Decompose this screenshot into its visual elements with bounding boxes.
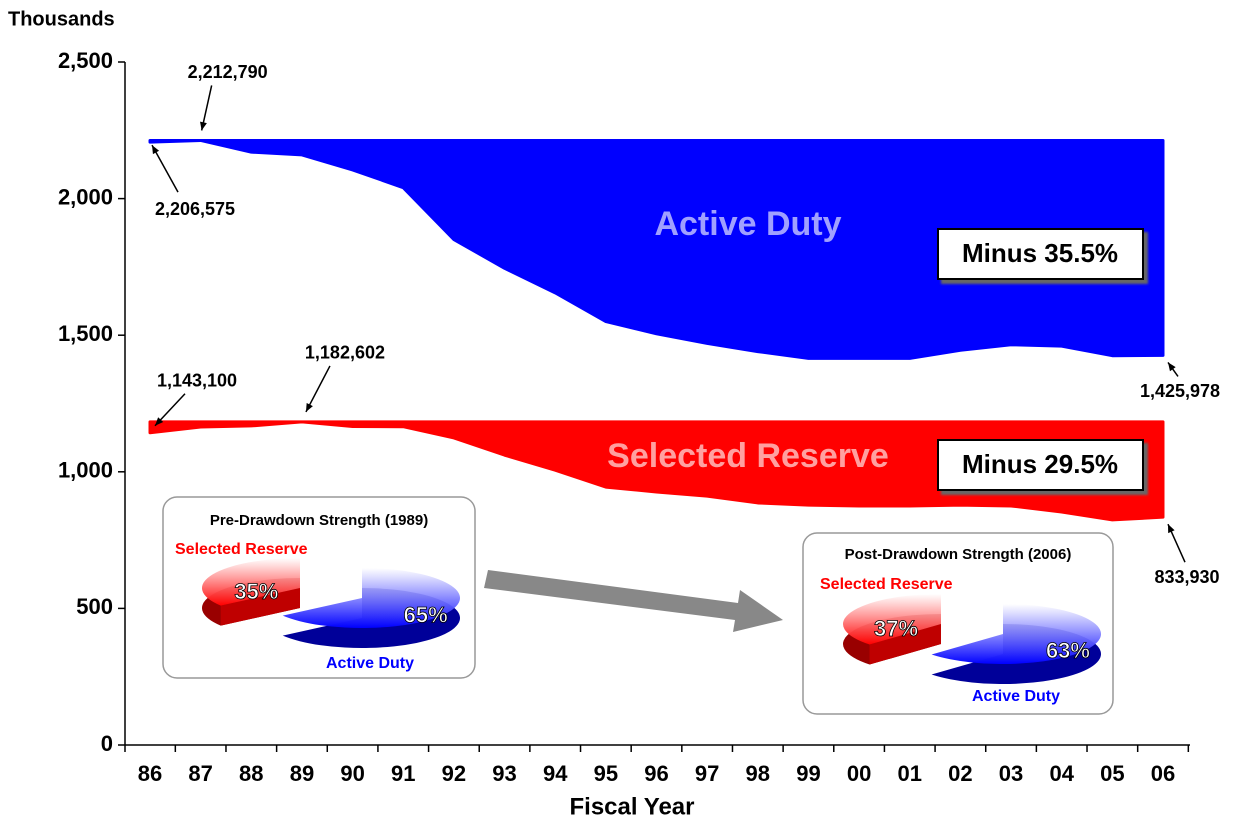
x-tick-label: 93 <box>492 761 516 786</box>
annotation: Minus 35.5% <box>962 238 1118 268</box>
x-tick-label: 97 <box>695 761 719 786</box>
x-tick-label: 01 <box>898 761 922 786</box>
series-label: Selected Reserve <box>607 437 889 475</box>
data-label: 2,206,575 <box>155 199 235 219</box>
pie-slice <box>201 558 300 606</box>
x-tick-label: 89 <box>290 761 314 786</box>
annotation-arrow <box>151 144 179 193</box>
y-tick-label: 0 <box>101 731 113 756</box>
pie-legend-label: Active Duty <box>326 655 414 672</box>
arrow-head <box>152 145 160 155</box>
pie-legend-label: Selected Reserve <box>175 541 308 558</box>
data-label: 1,425,978 <box>1140 381 1220 401</box>
y-tick-label: 500 <box>76 594 113 619</box>
x-tick-label: 88 <box>239 761 263 786</box>
pie-slice <box>282 568 460 628</box>
annotation-box <box>937 439 1144 491</box>
series-label: Active Duty <box>654 205 841 243</box>
x-tick-label: 92 <box>442 761 466 786</box>
pie-side <box>220 588 300 626</box>
x-tick-label: 04 <box>1049 761 1074 786</box>
x-tick-label: 02 <box>948 761 972 786</box>
x-tick-label: 91 <box>391 761 415 786</box>
data-label: 1,182,602 <box>305 343 385 363</box>
transition-arrow <box>484 570 783 632</box>
pie-value-label: 63% <box>1046 638 1090 663</box>
data-label: 2,212,790 <box>188 62 268 82</box>
area <box>148 420 1165 522</box>
y-tick-label: 2,500 <box>58 48 113 73</box>
pie-legend-label: Active Duty <box>972 688 1060 705</box>
pie-slice <box>843 594 941 645</box>
inset-title: Pre-Drawdown Strength (1989) <box>210 512 428 529</box>
arrow-head <box>1168 362 1176 372</box>
pie-side <box>869 624 941 665</box>
arrow-head <box>1168 524 1175 534</box>
arrow-head <box>200 121 207 131</box>
arrow-head <box>155 417 164 426</box>
pie-legend-label: Selected Reserve <box>820 576 953 593</box>
pie-value-label: 37% <box>874 616 918 641</box>
x-tick-label: 06 <box>1151 761 1175 786</box>
x-tick-label: 90 <box>340 761 364 786</box>
pie-value-label: 65% <box>404 603 448 628</box>
x-tick-label: 86 <box>138 761 162 786</box>
x-tick-label: 05 <box>1100 761 1124 786</box>
x-tick-label: 96 <box>644 761 668 786</box>
y-axis-label: Thousands <box>8 8 115 30</box>
x-tick-label: 87 <box>188 761 212 786</box>
data-label: 833,930 <box>1154 567 1219 587</box>
data-label: 1,143,100 <box>157 370 237 390</box>
x-axis-label: Fiscal Year <box>570 793 695 820</box>
arrow-head <box>305 402 313 412</box>
annotation: Minus 29.5% <box>962 449 1118 479</box>
x-tick-label: 94 <box>543 761 568 786</box>
annotation-arrow <box>305 365 331 413</box>
x-tick-label: 98 <box>746 761 770 786</box>
x-tick-label: 00 <box>847 761 871 786</box>
pie-value-label: 35% <box>234 579 278 604</box>
x-tick-label: 95 <box>594 761 618 786</box>
inset-title: Post-Drawdown Strength (2006) <box>845 546 1072 563</box>
x-tick-label: 03 <box>999 761 1023 786</box>
y-tick-label: 1,500 <box>58 321 113 346</box>
area <box>148 138 1165 360</box>
x-tick-label: 99 <box>796 761 820 786</box>
y-tick-label: 1,000 <box>58 458 113 483</box>
annotation-box <box>937 228 1144 280</box>
y-tick-label: 2,000 <box>58 184 113 209</box>
pie-slice <box>931 604 1101 664</box>
